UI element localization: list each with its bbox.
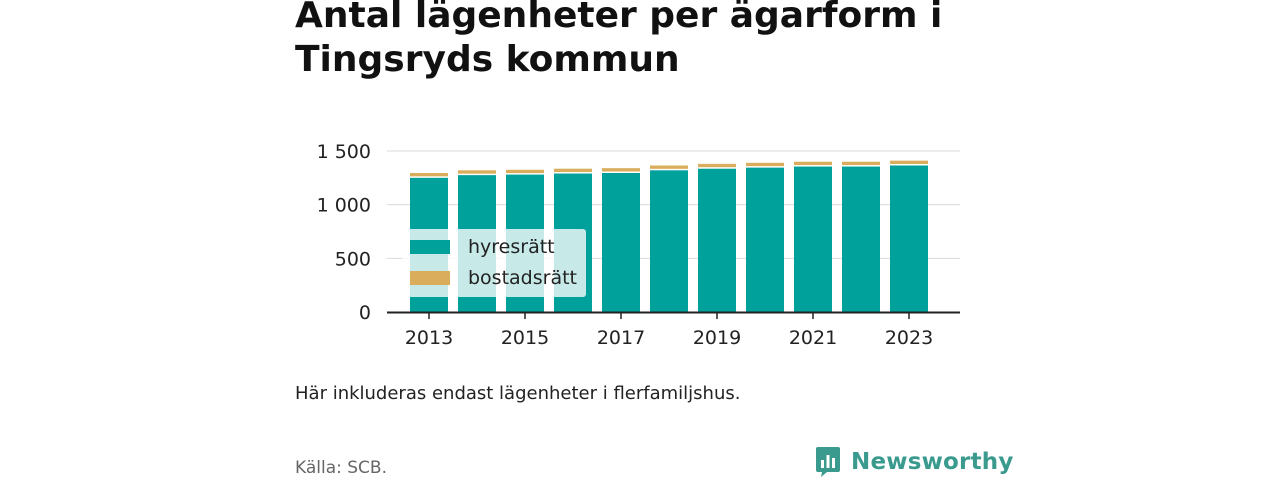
bar-hyresratt-2019 xyxy=(698,168,736,312)
bar-bostadsratt-2019 xyxy=(698,163,736,168)
bar-hyresratt-2020 xyxy=(746,167,784,312)
x-tick-label: 2023 xyxy=(885,327,933,349)
y-tick-labels: 0 500 1 000 1 500 xyxy=(317,141,371,324)
bar-bostadsratt-2020 xyxy=(746,162,784,167)
bar-bostadsratt-2023 xyxy=(890,160,928,164)
x-tick-label: 2015 xyxy=(501,327,549,349)
x-tick-label: 2019 xyxy=(693,327,741,349)
legend-label-bostadsratt: bostadsrätt xyxy=(468,267,577,289)
bar-bostadsratt-2016 xyxy=(554,168,592,173)
chart-title-line-2: Tingsryds kommun xyxy=(295,39,680,80)
x-tick-label: 2017 xyxy=(597,327,645,349)
bar-bostadsratt-2014 xyxy=(458,170,496,174)
bar-bostadsratt-2022 xyxy=(842,161,880,166)
chart-note: Här inkluderas endast lägenheter i flerf… xyxy=(295,383,741,404)
newsworthy-logo-icon xyxy=(816,447,840,477)
legend-item-hyresratt: hyresrätt xyxy=(410,235,555,259)
x-tick-labels: 2013 2015 2017 2019 2021 2023 xyxy=(405,313,933,349)
y-tick-label: 0 xyxy=(359,302,371,324)
chart-title-line-1: Antal lägenheter per ägarform i xyxy=(295,0,943,36)
bar-hyresratt-2018 xyxy=(650,170,688,312)
bar-bostadsratt-2015 xyxy=(506,169,544,174)
y-tick-label: 500 xyxy=(335,248,371,270)
chart-title: Antal lägenheter per ägarform i Tingsryd… xyxy=(295,0,995,82)
legend-label-hyresratt: hyresrätt xyxy=(468,236,555,258)
bar-hyresratt-2017 xyxy=(602,173,640,312)
bar-bostadsratt-2013 xyxy=(410,173,448,177)
x-tick-label: 2013 xyxy=(405,327,453,349)
bar-bostadsratt-2018 xyxy=(650,165,688,169)
legend-item-bostadsratt: bostadsrätt xyxy=(410,266,577,290)
bar-hyresratt-2022 xyxy=(842,166,880,312)
legend-swatch-bostadsratt xyxy=(410,271,450,285)
bar-bostadsratt-2021 xyxy=(794,161,832,166)
source-text: Källa: SCB. xyxy=(295,458,387,478)
legend-swatch-hyresratt xyxy=(410,240,450,254)
x-tick-label: 2021 xyxy=(789,327,837,349)
bar-hyresratt-2023 xyxy=(890,165,928,312)
bar-hyresratt-2021 xyxy=(794,166,832,312)
bar-bostadsratt-2017 xyxy=(602,168,640,172)
y-tick-label: 1 500 xyxy=(317,141,371,163)
legend: hyresrätt bostadsrätt xyxy=(402,229,586,297)
newsworthy-brand: Newsworthy xyxy=(815,446,1014,478)
y-tick-label: 1 000 xyxy=(317,195,371,217)
brand-name: Newsworthy xyxy=(851,449,1014,475)
